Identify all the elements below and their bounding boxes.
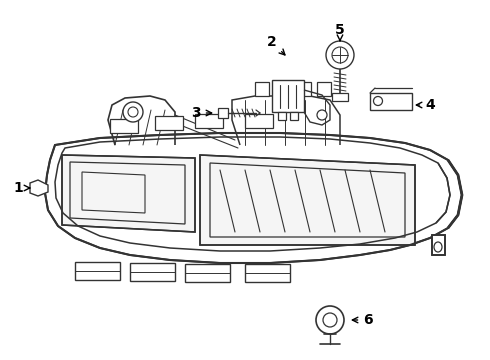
Text: 6: 6 — [352, 313, 373, 327]
Polygon shape — [317, 82, 331, 96]
Circle shape — [332, 47, 348, 63]
Circle shape — [326, 41, 354, 69]
Polygon shape — [200, 155, 415, 245]
Polygon shape — [62, 155, 195, 232]
Polygon shape — [195, 114, 223, 128]
Polygon shape — [290, 112, 298, 120]
Polygon shape — [275, 82, 289, 96]
Ellipse shape — [373, 96, 383, 105]
Text: 3: 3 — [191, 106, 212, 120]
Polygon shape — [155, 116, 183, 130]
Polygon shape — [185, 264, 230, 282]
Polygon shape — [255, 82, 269, 96]
Text: 1: 1 — [13, 181, 30, 195]
Text: 4: 4 — [416, 98, 435, 112]
Circle shape — [316, 306, 344, 334]
Polygon shape — [75, 262, 120, 280]
Circle shape — [317, 110, 327, 120]
Circle shape — [128, 107, 138, 117]
Polygon shape — [30, 180, 48, 196]
Polygon shape — [130, 263, 175, 281]
Polygon shape — [272, 80, 304, 112]
Text: 5: 5 — [335, 23, 345, 41]
Ellipse shape — [434, 242, 442, 252]
Polygon shape — [245, 114, 273, 128]
Polygon shape — [332, 93, 348, 101]
Polygon shape — [370, 93, 412, 110]
Text: 2: 2 — [267, 35, 285, 55]
Polygon shape — [432, 235, 445, 255]
Polygon shape — [45, 133, 462, 263]
Polygon shape — [297, 82, 311, 96]
Polygon shape — [278, 112, 286, 120]
Polygon shape — [110, 119, 138, 133]
Circle shape — [123, 102, 143, 122]
Polygon shape — [218, 108, 228, 118]
Circle shape — [323, 313, 337, 327]
Polygon shape — [245, 264, 290, 282]
